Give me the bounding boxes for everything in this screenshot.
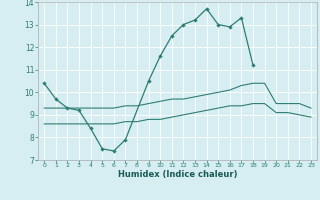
X-axis label: Humidex (Indice chaleur): Humidex (Indice chaleur) xyxy=(118,170,237,179)
